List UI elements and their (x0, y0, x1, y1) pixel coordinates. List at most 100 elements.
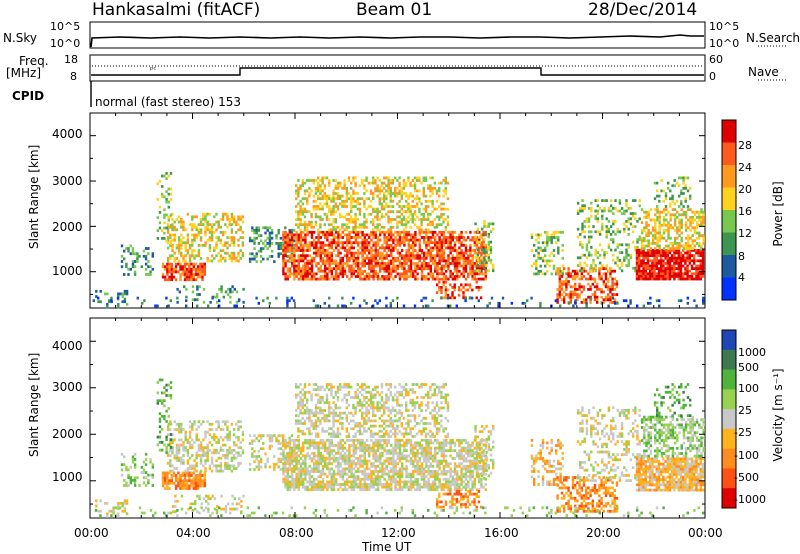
power-cell (253, 236, 256, 240)
power-cell (693, 299, 696, 303)
power-cell (346, 233, 349, 237)
velocity-cell (266, 460, 269, 464)
power-cell (651, 269, 654, 273)
power-cell (387, 228, 390, 232)
power-cell (385, 296, 388, 300)
power-cell (291, 236, 294, 239)
power-cell (213, 295, 217, 299)
power-cell (167, 200, 170, 204)
power-cell (431, 223, 434, 227)
velocity-cell (163, 399, 166, 403)
power-cell (297, 272, 300, 276)
power-cell (293, 259, 296, 263)
power-cell (359, 272, 362, 276)
velocity-cell (201, 474, 204, 477)
power-cell (196, 293, 199, 296)
power-cell (282, 233, 285, 237)
power-cell (658, 218, 661, 222)
power-cell (409, 246, 413, 250)
power-cell (400, 205, 403, 208)
velocity-cell (308, 438, 311, 442)
power-cell (385, 238, 388, 242)
power-cell (328, 246, 331, 250)
power-cell (251, 252, 254, 256)
power-cell (423, 251, 426, 255)
power-cell (567, 269, 570, 273)
power-cell (416, 251, 419, 255)
power-cell (319, 277, 322, 281)
power-cell (326, 251, 329, 255)
power-cell (372, 233, 375, 237)
power-cell (576, 201, 580, 205)
power-cell (418, 176, 421, 180)
velocity-cell (282, 454, 285, 458)
power-cell (429, 223, 432, 227)
power-cell (328, 218, 331, 221)
power-cell (317, 184, 320, 188)
power-cell (381, 275, 384, 278)
power-cell (405, 256, 408, 260)
power-cell (387, 272, 391, 276)
power-cell (596, 209, 600, 213)
power-cell (183, 278, 187, 282)
power-cell (347, 218, 351, 221)
power-cell (409, 225, 412, 229)
power-cell (618, 230, 622, 234)
velocity-cell (190, 479, 193, 483)
velocity-cell (133, 463, 137, 467)
power-cell (383, 176, 386, 180)
power-cell (321, 249, 325, 252)
power-cell (401, 256, 404, 260)
velocity-cell (161, 427, 164, 431)
power-cell (213, 257, 216, 260)
power-cell (328, 184, 331, 188)
power-cell (295, 230, 298, 234)
power-cell (186, 236, 190, 239)
power-cell (456, 256, 459, 260)
power-cell (690, 249, 694, 252)
power-cell (166, 273, 169, 276)
velocity-cell (194, 474, 198, 477)
power-cell (385, 176, 388, 180)
power-cell (668, 272, 672, 276)
power-cell (649, 275, 652, 278)
power-cell (361, 256, 364, 260)
power-cell (407, 233, 410, 237)
power-cell (414, 243, 417, 247)
velocity-cell (195, 438, 198, 442)
power-cell (343, 202, 346, 206)
power-cell (539, 246, 542, 250)
power-cell (231, 285, 234, 289)
power-cell (682, 179, 685, 182)
power-cell (235, 223, 238, 226)
power-cell (323, 212, 326, 216)
power-cell (312, 181, 315, 185)
power-cell (418, 230, 421, 234)
power-cell (358, 223, 362, 227)
power-cell (389, 205, 392, 208)
power-cell (618, 266, 622, 270)
power-cell (436, 241, 439, 245)
power-cell (383, 256, 386, 260)
power-cell (301, 181, 304, 185)
velocity-cell (106, 502, 109, 505)
power-cell (416, 254, 419, 258)
power-cell (191, 285, 195, 289)
power-cell (699, 249, 702, 252)
power-cell (445, 236, 448, 239)
velocity-cell (284, 477, 287, 481)
power-cell (612, 238, 615, 241)
power-cell (544, 249, 547, 252)
power-cell (658, 223, 661, 227)
velocity-cell (123, 507, 127, 510)
power-cell (581, 222, 584, 226)
power-cell (288, 275, 292, 278)
power-cell (655, 259, 658, 263)
velocity-cell (268, 447, 272, 451)
power-cell (177, 249, 181, 252)
power-cell (425, 262, 428, 265)
power-cell (257, 229, 261, 232)
power-cell (649, 231, 653, 235)
power-cell (398, 236, 402, 239)
power-cell (302, 269, 305, 273)
